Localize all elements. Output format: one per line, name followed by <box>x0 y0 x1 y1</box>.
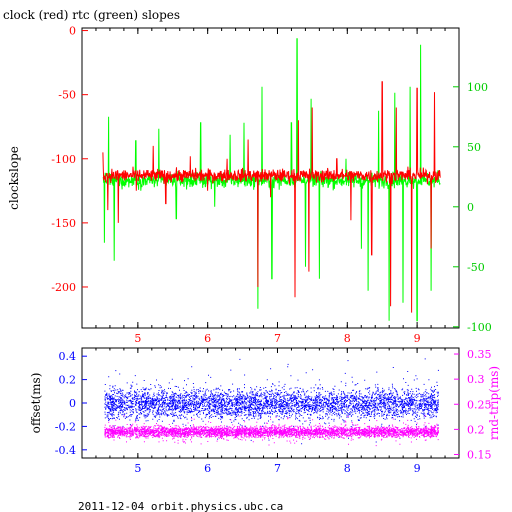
x-tick-label: 7 <box>274 332 281 345</box>
y-tick-label: -100 <box>51 153 76 166</box>
y2-tick-label: 50 <box>467 141 481 154</box>
y2-tick-label: 0.35 <box>467 348 492 361</box>
y-tick-label: 0.2 <box>59 374 77 387</box>
y2-tick-label: 0.2 <box>467 423 485 436</box>
bottom-left-ylabel: offset(ms) <box>29 373 43 434</box>
y-tick-label: -50 <box>58 89 76 102</box>
x-tick-label: 5 <box>134 332 141 345</box>
y-tick-label: 0.4 <box>59 350 77 363</box>
chart-title: clock (red) rtc (green) slopes <box>3 8 180 22</box>
roundtrip-scatter-points <box>104 415 439 447</box>
x-tick-label: 9 <box>414 332 421 345</box>
footer-stamp: 2011-12-04 orbit.physics.ubc.ca <box>78 500 283 512</box>
x-tick-label: 8 <box>344 462 351 475</box>
x-tick-label: 9 <box>414 462 421 475</box>
clock-series-line <box>102 81 441 313</box>
y-tick-label: -0.4 <box>55 444 76 457</box>
y2-tick-label: 0.15 <box>467 448 492 461</box>
top-plot-frame <box>81 27 460 329</box>
y2-tick-label: -100 <box>467 321 492 334</box>
y2-tick-label: 0.25 <box>467 398 492 411</box>
top-axes-layer: 5 6 7 8 9 0 -50 -100 -150 -200 100 50 0 -50 -100 <box>51 25 491 345</box>
x-tick-label: 6 <box>204 332 211 345</box>
y-tick-label: 0 <box>69 397 76 410</box>
y2-tick-label: 0 <box>467 201 474 214</box>
y-tick-label: -200 <box>51 281 76 294</box>
y-tick-label: 0 <box>69 25 76 38</box>
rtc-series-line <box>102 38 441 322</box>
bottom-right-ylabel: rnd-trip(ms) <box>487 366 501 440</box>
bottom-series-layer <box>104 358 439 447</box>
top-series-layer <box>102 38 441 322</box>
x-tick-label: 5 <box>134 462 141 475</box>
bottom-axes-layer: 5 6 7 8 9 0.4 0.2 0 -0.2 -0.4 0.35 0.3 0.25 0.2 0.15 <box>55 348 492 475</box>
x-tick-label: 8 <box>344 332 351 345</box>
y2-tick-label: 100 <box>467 81 488 94</box>
x-tick-label: 7 <box>274 462 281 475</box>
y-tick-label: -150 <box>51 217 76 230</box>
offset-scatter-points <box>104 358 439 445</box>
y2-tick-label: 0.3 <box>467 373 485 386</box>
x-tick-label: 6 <box>204 462 211 475</box>
top-left-ylabel: clockslope <box>7 146 21 210</box>
y2-tick-label: -50 <box>467 261 485 274</box>
y-tick-label: -0.2 <box>55 420 76 433</box>
